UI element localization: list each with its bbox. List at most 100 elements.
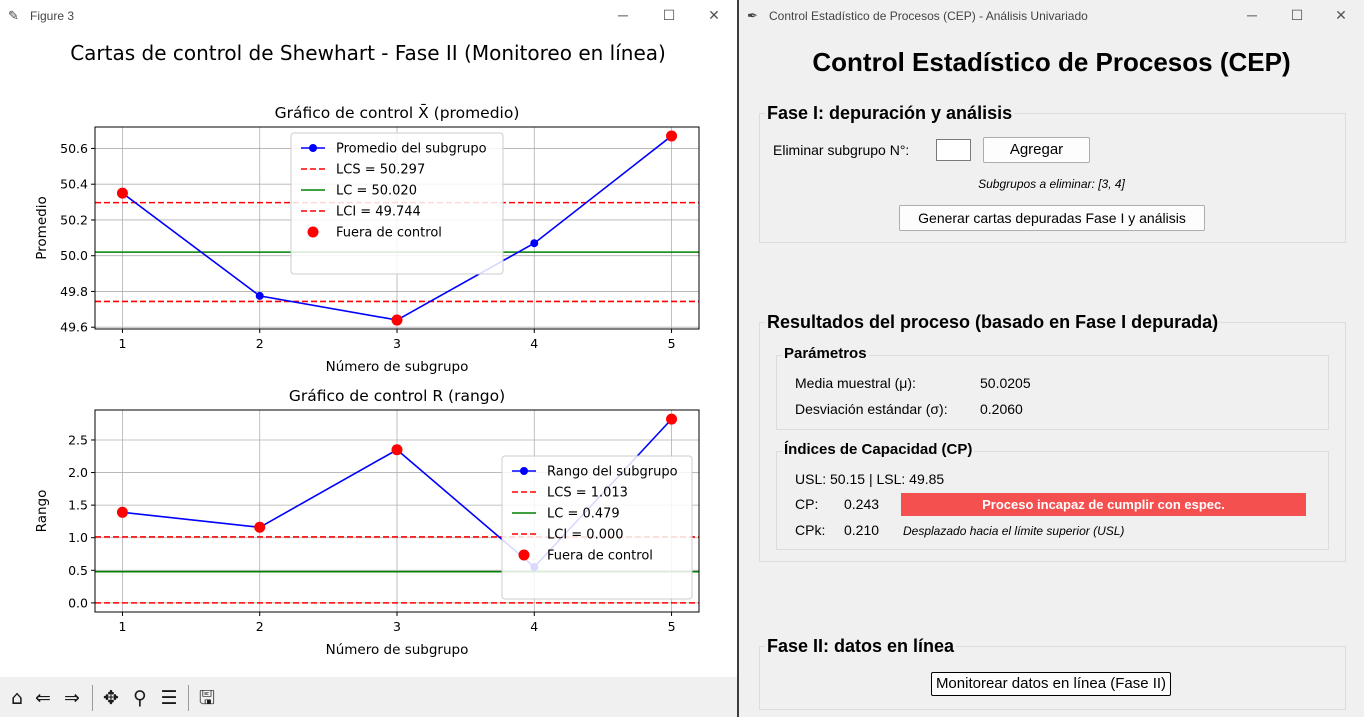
y-axis-label: Promedio: [34, 196, 50, 259]
toolbar-separator: [92, 685, 93, 711]
legend-label: Fuera de control: [336, 226, 442, 241]
cep-window-title: Control Estadístico de Procesos (CEP) - …: [769, 9, 1088, 23]
legend-label: Fuera de control: [547, 549, 653, 564]
y-tick-label: 1.5: [68, 498, 88, 513]
legend-box: [501, 455, 693, 600]
y-tick-label: 1.0: [68, 530, 88, 545]
data-point: [530, 239, 539, 248]
out-of-control-point: [391, 444, 403, 456]
y-tick-label: 2.0: [68, 465, 88, 480]
subgroups-to-remove: Subgrupos a eliminar: [3, 4]: [978, 177, 1125, 191]
x-axis-label: Número de subgrupo: [326, 359, 469, 375]
toolbar-separator: [188, 685, 189, 711]
x-tick-label: 4: [530, 619, 538, 634]
y-tick-label: 2.5: [68, 432, 88, 447]
legend-label: LCS = 50.297: [336, 163, 425, 178]
y-tick-label: 50.6: [60, 141, 88, 156]
minimize-button[interactable]: ─: [618, 7, 628, 23]
legend-series-marker: [520, 467, 528, 475]
figure-window-title: Figure 3: [30, 9, 75, 23]
legend-label: LCI = 49.744: [336, 205, 421, 220]
legend-label: LCS = 1.013: [547, 486, 628, 501]
configure-subplots-icon[interactable]: ☰: [160, 687, 178, 709]
figure-titlebar: ✎ Figure 3 ─ ☐ ✕: [0, 0, 737, 32]
legend-label: Promedio del subgrupo: [336, 142, 487, 157]
save-icon[interactable]: 🖫: [198, 687, 216, 709]
out-of-control-point: [116, 187, 128, 199]
close-button[interactable]: ✕: [1335, 7, 1347, 23]
x-tick-label: 5: [668, 336, 676, 351]
zoom-icon[interactable]: ⚲: [133, 687, 147, 709]
xbar-chart: 1 2 3 4 5 49.6 49.8 50.0 50.2 50.4 50.6 Gráfico de …: [34, 103, 700, 375]
spec-limits: USL: 50.15 | LSL: 49.85: [795, 471, 945, 487]
out-of-control-point: [116, 506, 128, 518]
add-button[interactable]: Agregar: [983, 137, 1090, 163]
mean-label: Media muestral (μ):: [795, 375, 916, 391]
fase2-title: Fase II: datos en línea: [765, 636, 957, 657]
home-icon[interactable]: ⌂: [10, 687, 24, 709]
out-of-control-point: [666, 413, 678, 425]
cp-status-badge: Proceso incapaz de cumplir con espec.: [901, 493, 1306, 516]
out-of-control-point: [254, 521, 266, 533]
y-tick-label: 50.4: [60, 177, 88, 192]
pan-icon[interactable]: ✥: [103, 687, 119, 709]
cep-titlebar: ✒ Control Estadístico de Procesos (CEP) …: [739, 0, 1364, 32]
page-title: Control Estadístico de Procesos (CEP): [812, 47, 1291, 77]
monitor-online-button[interactable]: Monitorear datos en línea (Fase II): [931, 672, 1171, 696]
maximize-button[interactable]: ☐: [662, 7, 676, 23]
mean-value: 50.0205: [980, 375, 1031, 391]
chart-title: Gráfico de control X̄ (promedio): [275, 103, 520, 122]
std-value: 0.2060: [980, 401, 1023, 417]
fase1-title: Fase I: depuración y análisis: [765, 103, 1015, 124]
legend-label: Rango del subgrupo: [547, 465, 678, 480]
cpk-label: CPk:: [795, 522, 826, 538]
generate-charts-button[interactable]: Generar cartas depuradas Fase I y anális…: [899, 205, 1205, 231]
y-tick-label: 0.0: [68, 595, 88, 610]
matplotlib-toolbar: ⌂ ⇐ ⇒ ✥ ⚲ ☰ 🖫: [0, 677, 737, 717]
legend-out-of-control-marker: [518, 549, 530, 561]
cp-value: 0.243: [844, 496, 880, 512]
legend-box: [290, 132, 504, 275]
figure-window: ✎ Figure 3 ─ ☐ ✕ Cartas de control de Sh…: [0, 0, 737, 717]
range-chart: 1 2 3 4 5 0.0 0.5 1.0 1.5 2.0 2.5 Gráfico de contro…: [34, 387, 700, 658]
y-tick-label: 49.8: [60, 284, 88, 299]
x-tick-label: 2: [256, 336, 264, 351]
cpk-value: 0.210: [844, 522, 880, 538]
y-tick-label: 50.2: [60, 212, 88, 227]
legend-label: LC = 50.020: [336, 184, 417, 199]
close-button[interactable]: ✕: [708, 7, 720, 23]
back-icon[interactable]: ⇐: [35, 687, 51, 709]
forward-icon[interactable]: ⇒: [64, 687, 80, 709]
out-of-control-point: [666, 130, 678, 142]
legend-out-of-control-marker: [307, 226, 319, 238]
cpk-note: Desplazado hacia el límite superior (USL…: [903, 524, 1125, 538]
x-tick-label: 3: [393, 336, 401, 351]
maximize-button[interactable]: ☐: [1290, 7, 1304, 23]
minimize-button[interactable]: ─: [1247, 7, 1257, 23]
std-label: Desviación estándar (σ):: [795, 401, 948, 417]
fase1-frame: [759, 113, 1346, 243]
figure-canvas: Cartas de control de Shewhart - Fase II …: [34, 41, 700, 658]
x-tick-label: 3: [393, 619, 401, 634]
x-tick-label: 5: [668, 619, 676, 634]
x-axis-label: Número de subgrupo: [326, 642, 469, 658]
data-point: [255, 291, 264, 300]
remove-subgroup-input[interactable]: [936, 139, 971, 161]
matplotlib-app-icon: ✎: [8, 8, 19, 23]
legend-label: LC = 0.479: [547, 507, 620, 522]
feather-app-icon: ✒: [747, 8, 758, 23]
y-tick-label: 50.0: [60, 248, 88, 263]
fase2-frame: [759, 646, 1346, 710]
params-frame: [776, 355, 1329, 430]
results-title: Resultados del proceso (basado en Fase I…: [765, 312, 1221, 333]
out-of-control-point: [391, 314, 403, 326]
y-tick-label: 49.6: [60, 320, 88, 335]
legend-series-marker: [309, 144, 317, 152]
cp-label: CP:: [795, 496, 819, 512]
x-tick-label: 2: [256, 619, 264, 634]
y-axis-label: Rango: [34, 490, 50, 533]
figure-suptitle: Cartas de control de Shewhart - Fase II …: [70, 41, 666, 65]
x-tick-label: 1: [118, 336, 126, 351]
y-tick-label: 0.5: [68, 563, 88, 578]
capability-frame: [776, 451, 1329, 550]
